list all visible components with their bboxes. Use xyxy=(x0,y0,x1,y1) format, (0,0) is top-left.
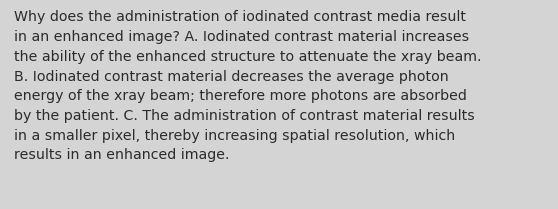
Text: Why does the administration of iodinated contrast media result
in an enhanced im: Why does the administration of iodinated… xyxy=(14,10,482,162)
